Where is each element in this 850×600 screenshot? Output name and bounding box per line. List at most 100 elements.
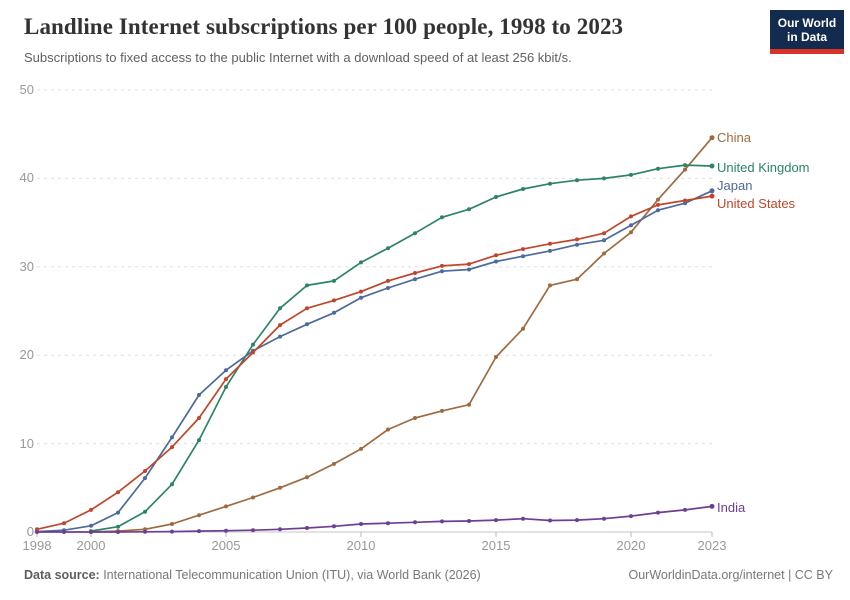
point-china[interactable]: [494, 355, 498, 359]
point-china[interactable]: [332, 461, 336, 466]
line-japan[interactable]: [36, 189, 713, 533]
point-united-kingdom[interactable]: [548, 181, 552, 186]
point-china[interactable]: [413, 416, 417, 420]
point-united-states[interactable]: [629, 214, 633, 219]
point-united-kingdom[interactable]: [305, 283, 309, 288]
point-japan[interactable]: [278, 334, 282, 339]
point-india[interactable]: [575, 518, 579, 523]
point-india[interactable]: [494, 518, 498, 523]
point-china[interactable]: [170, 522, 174, 526]
point-united-states[interactable]: [305, 306, 309, 311]
point-japan[interactable]: [143, 476, 147, 481]
point-china[interactable]: [656, 197, 660, 202]
series-label-china[interactable]: China: [717, 129, 751, 145]
point-china[interactable]: [467, 402, 471, 407]
point-japan[interactable]: [467, 267, 471, 272]
point-china[interactable]: [683, 167, 687, 172]
point-india[interactable]: [359, 522, 363, 526]
point-united-states[interactable]: [197, 416, 201, 420]
point-india[interactable]: [656, 510, 660, 515]
point-united-kingdom[interactable]: [494, 195, 498, 199]
point-china[interactable]: [386, 427, 390, 432]
point-united-kingdom[interactable]: [521, 187, 525, 191]
point-united-states[interactable]: [62, 521, 66, 526]
point-united-states[interactable]: [278, 323, 282, 328]
point-china[interactable]: [575, 277, 579, 282]
point-india[interactable]: [197, 529, 201, 534]
point-india[interactable]: [629, 514, 633, 519]
point-united-states[interactable]: [116, 490, 120, 495]
point-india[interactable]: [224, 528, 228, 533]
point-japan[interactable]: [413, 277, 417, 282]
point-united-kingdom[interactable]: [656, 166, 660, 171]
point-united-states[interactable]: [494, 253, 498, 258]
point-united-states[interactable]: [332, 298, 336, 303]
footer-link[interactable]: OurWorldinData.org/internet | CC BY: [628, 568, 834, 582]
point-japan[interactable]: [521, 254, 525, 259]
series-label-united-states[interactable]: United States: [717, 196, 796, 212]
point-china[interactable]: [548, 283, 552, 288]
point-united-states[interactable]: [521, 247, 525, 252]
point-united-kingdom[interactable]: [197, 438, 201, 443]
point-india[interactable]: [386, 521, 390, 526]
point-united-states[interactable]: [709, 193, 715, 199]
point-india[interactable]: [35, 530, 39, 534]
point-united-states[interactable]: [602, 231, 606, 236]
point-japan[interactable]: [332, 310, 336, 315]
point-china[interactable]: [305, 475, 309, 480]
point-japan[interactable]: [89, 523, 93, 528]
point-india[interactable]: [251, 528, 255, 533]
point-india[interactable]: [332, 524, 336, 529]
point-india[interactable]: [62, 530, 66, 534]
point-united-states[interactable]: [548, 241, 552, 246]
point-united-kingdom[interactable]: [575, 178, 579, 183]
point-japan[interactable]: [386, 286, 390, 290]
point-united-kingdom[interactable]: [170, 482, 174, 487]
line-united-states[interactable]: [36, 195, 713, 531]
point-united-kingdom[interactable]: [359, 260, 363, 265]
point-india[interactable]: [548, 518, 552, 523]
point-united-kingdom[interactable]: [467, 207, 471, 212]
point-china[interactable]: [440, 408, 444, 413]
point-united-kingdom[interactable]: [251, 342, 255, 347]
point-united-states[interactable]: [656, 202, 660, 207]
point-united-kingdom[interactable]: [224, 385, 228, 389]
line-china[interactable]: [90, 136, 713, 533]
point-united-kingdom[interactable]: [440, 215, 444, 220]
point-united-states[interactable]: [224, 377, 228, 382]
point-japan[interactable]: [440, 269, 444, 274]
point-japan[interactable]: [359, 295, 363, 300]
point-india[interactable]: [305, 526, 309, 530]
point-india[interactable]: [89, 530, 93, 534]
point-japan[interactable]: [305, 322, 309, 327]
point-united-kingdom[interactable]: [332, 278, 336, 283]
point-united-kingdom[interactable]: [143, 509, 147, 514]
point-united-states[interactable]: [359, 289, 363, 294]
point-india[interactable]: [521, 516, 525, 521]
point-china[interactable]: [709, 135, 715, 141]
point-japan[interactable]: [602, 238, 606, 243]
point-india[interactable]: [602, 516, 606, 521]
series-label-united-kingdom[interactable]: United Kingdom: [717, 160, 810, 176]
point-united-kingdom[interactable]: [413, 231, 417, 236]
point-united-states[interactable]: [440, 263, 444, 268]
point-india[interactable]: [467, 519, 471, 523]
point-india[interactable]: [278, 527, 282, 532]
point-united-states[interactable]: [251, 350, 255, 355]
point-china[interactable]: [359, 446, 363, 451]
point-china[interactable]: [224, 504, 228, 509]
point-japan[interactable]: [709, 188, 715, 194]
point-china[interactable]: [602, 251, 606, 256]
point-japan[interactable]: [629, 223, 633, 228]
point-united-states[interactable]: [467, 262, 471, 267]
point-china[interactable]: [278, 485, 282, 490]
series-label-japan[interactable]: Japan: [717, 177, 753, 193]
point-united-states[interactable]: [143, 469, 147, 473]
point-japan[interactable]: [494, 259, 498, 264]
line-united-kingdom[interactable]: [90, 164, 713, 532]
point-united-kingdom[interactable]: [709, 163, 715, 169]
point-united-kingdom[interactable]: [116, 524, 120, 529]
point-japan[interactable]: [170, 435, 174, 440]
point-china[interactable]: [629, 230, 633, 235]
